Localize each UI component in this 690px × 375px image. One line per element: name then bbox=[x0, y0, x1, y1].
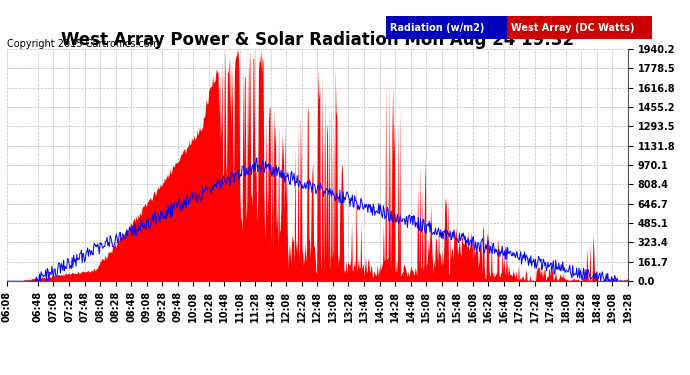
Text: Radiation (w/m2): Radiation (w/m2) bbox=[390, 23, 484, 33]
Text: West Array (DC Watts): West Array (DC Watts) bbox=[511, 23, 634, 33]
Title: West Array Power & Solar Radiation Mon Aug 24 19:32: West Array Power & Solar Radiation Mon A… bbox=[61, 31, 574, 49]
Text: Copyright 2015 Cartronics.com: Copyright 2015 Cartronics.com bbox=[7, 39, 159, 50]
